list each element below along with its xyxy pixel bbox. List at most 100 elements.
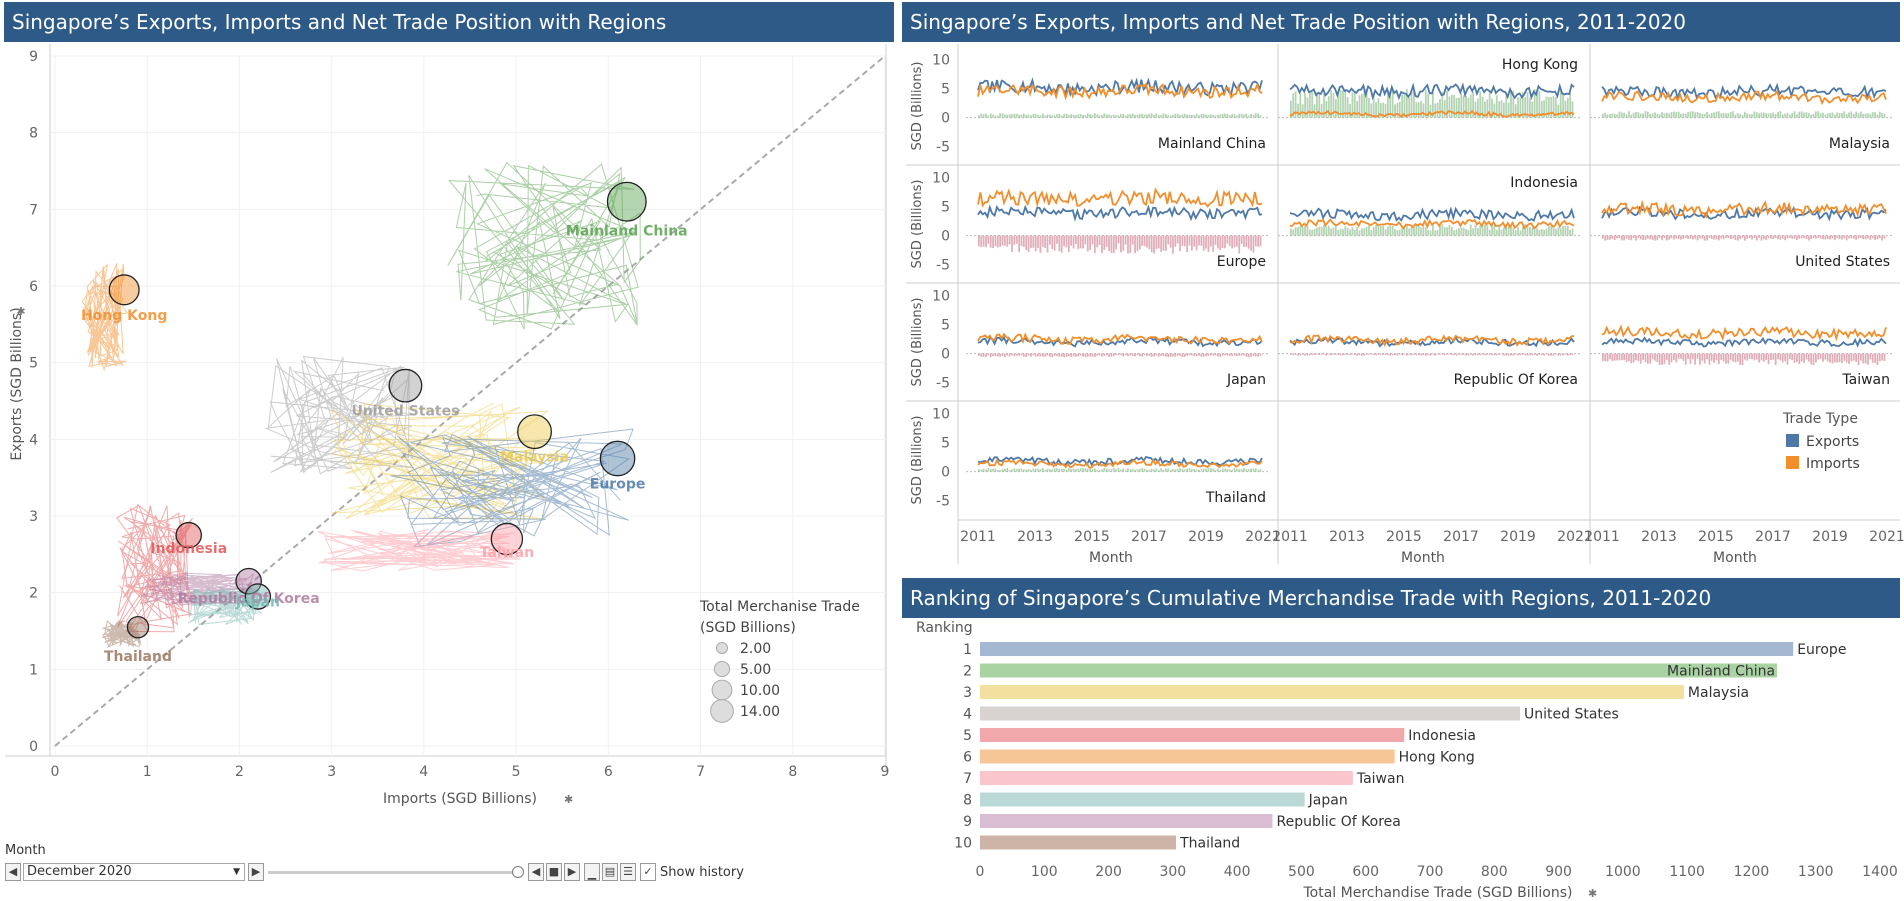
step-forward-icon[interactable]: ▶ — [564, 863, 580, 881]
pause-icon[interactable]: ■ — [546, 863, 562, 881]
step-back-icon[interactable]: ◀ — [528, 863, 544, 881]
net-trade-bar — [1874, 112, 1876, 118]
net-trade-bar — [1117, 353, 1120, 356]
net-trade-bar — [1361, 353, 1363, 356]
net-trade-bar — [1134, 353, 1136, 357]
net-trade-bar — [1751, 353, 1753, 360]
speed-fast-icon[interactable]: ☰ — [620, 863, 636, 881]
x-tick-label: 1000 — [1605, 864, 1641, 880]
x-tick-label: 7 — [696, 764, 705, 780]
net-trade-bar — [1176, 235, 1179, 244]
net-trade-bar — [1115, 115, 1118, 118]
net-trade-bar — [1332, 92, 1335, 118]
net-trade-bar — [1800, 353, 1803, 362]
x-tick-label: 2021 — [1245, 529, 1281, 545]
month-dropdown[interactable]: December 2020 ▼ — [23, 863, 245, 881]
show-history-checkbox[interactable]: ✓ — [640, 863, 656, 881]
prev-month-button[interactable]: ◀ — [5, 863, 21, 881]
net-trade-bar — [1351, 353, 1354, 355]
net-trade-bar — [1755, 353, 1758, 360]
speed-medium-icon[interactable]: ▤ — [602, 863, 618, 881]
net-trade-bar — [1238, 235, 1241, 254]
net-trade-bar — [1469, 353, 1472, 355]
net-trade-bar — [1555, 228, 1557, 236]
net-trade-bar — [1536, 92, 1538, 118]
net-trade-bar — [1781, 235, 1784, 239]
net-trade-bar — [1254, 468, 1257, 472]
bar-hong-kong — [980, 749, 1395, 764]
net-trade-bar — [1876, 114, 1879, 118]
net-trade-bar — [1041, 353, 1044, 357]
month-slider-track[interactable] — [268, 871, 518, 874]
net-trade-bar — [1093, 113, 1096, 118]
net-trade-bar — [1323, 93, 1325, 118]
net-trade-bar — [1613, 113, 1616, 118]
net-trade-bar — [1259, 353, 1262, 356]
net-trade-bar — [1505, 95, 1508, 118]
net-trade-bar — [987, 353, 990, 356]
net-trade-bar — [1353, 92, 1356, 118]
net-trade-bar — [1032, 235, 1035, 248]
rank-label: 6 — [963, 750, 972, 766]
net-trade-bar — [1063, 235, 1065, 247]
net-trade-bar — [1620, 235, 1623, 241]
rank-label: 3 — [963, 685, 972, 701]
net-trade-bar — [1053, 115, 1056, 118]
net-trade-bar — [1179, 235, 1181, 252]
legend-swatch-exports — [1786, 434, 1799, 447]
net-trade-bar — [1308, 91, 1311, 118]
net-trade-bar — [1862, 353, 1865, 364]
net-trade-bar — [1732, 111, 1734, 118]
net-trade-bar — [1557, 353, 1560, 356]
net-trade-bar — [1127, 235, 1129, 254]
net-trade-bar — [1141, 235, 1144, 246]
net-trade-bar — [1722, 112, 1725, 118]
net-trade-bar — [1332, 227, 1335, 236]
net-trade-bar — [1134, 235, 1136, 254]
rank-label: 2 — [963, 664, 972, 680]
size-legend-item: 10.00 — [740, 683, 780, 699]
net-trade-bar — [1387, 353, 1389, 355]
y-axis-title: SGD (Billions) — [910, 298, 925, 387]
panel-label-republic-of-korea: Republic Of Korea — [1454, 372, 1578, 388]
net-trade-bar — [1609, 235, 1611, 240]
month-slider-handle[interactable] — [512, 866, 524, 878]
net-trade-bar — [1257, 469, 1260, 472]
net-trade-bar — [1838, 235, 1841, 240]
net-trade-bar — [1668, 113, 1671, 118]
net-trade-bar — [1453, 94, 1456, 118]
net-trade-bar — [1075, 353, 1077, 357]
y-tick-label: -5 — [936, 258, 950, 274]
net-trade-bar — [1240, 235, 1243, 244]
net-trade-bar — [1176, 113, 1179, 118]
net-trade-bar — [1131, 353, 1134, 356]
net-trade-bar — [999, 235, 1002, 247]
net-trade-bar — [1195, 113, 1198, 118]
next-month-button[interactable]: ▶ — [248, 863, 264, 881]
net-trade-bar — [1486, 99, 1489, 118]
net-trade-bar — [1708, 235, 1711, 238]
net-trade-bar — [1101, 353, 1103, 357]
net-trade-bar — [1434, 103, 1437, 118]
net-trade-bar — [1604, 112, 1607, 118]
net-trade-bar — [1807, 113, 1810, 118]
net-trade-bar — [1342, 353, 1344, 356]
net-trade-bar — [1344, 226, 1347, 236]
net-trade-bar — [1427, 230, 1430, 236]
net-trade-bar — [1630, 114, 1633, 118]
net-trade-bar — [1803, 353, 1805, 363]
net-trade-bar — [1566, 98, 1569, 118]
x-tick-label: 900 — [1545, 864, 1572, 880]
net-trade-bar — [1011, 353, 1013, 356]
net-trade-bar — [1616, 114, 1618, 118]
net-trade-bar — [1398, 353, 1401, 355]
net-trade-bar — [1878, 353, 1881, 362]
net-trade-bar — [1543, 229, 1545, 236]
net-trade-bar — [1450, 94, 1453, 118]
net-trade-bar — [1067, 115, 1070, 118]
y-axis-title: SGD (Billions) — [910, 416, 925, 505]
speed-slow-icon[interactable]: ▁ — [584, 863, 600, 881]
net-trade-bar — [1862, 113, 1865, 118]
net-trade-bar — [1680, 235, 1682, 240]
bar-united-states — [980, 706, 1520, 721]
